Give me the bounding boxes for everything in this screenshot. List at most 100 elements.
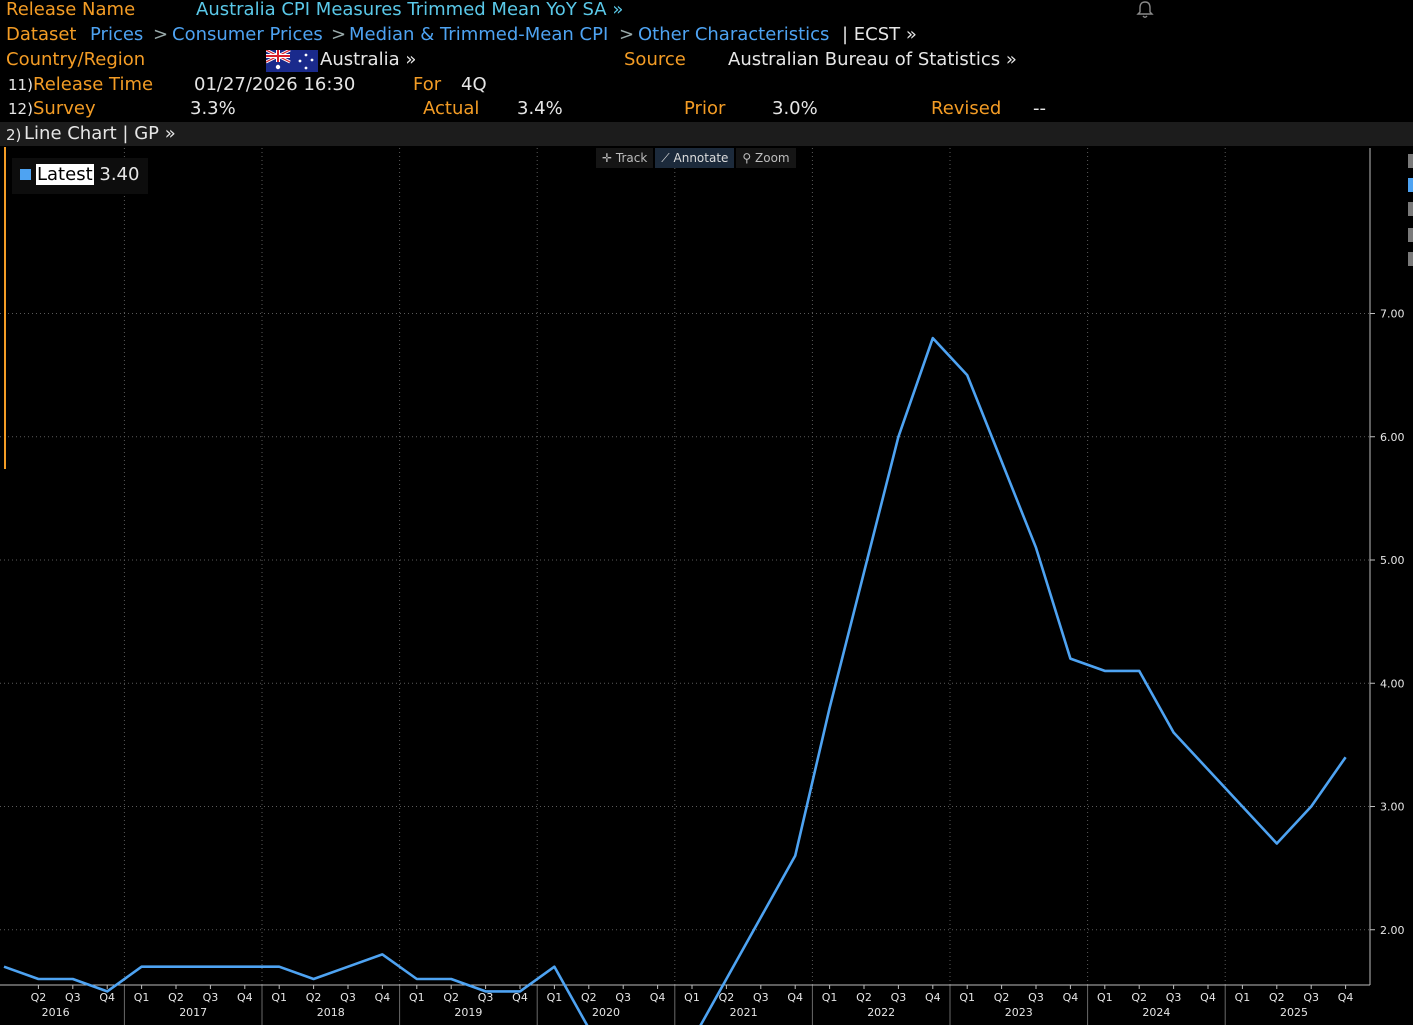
- data-point: [1342, 753, 1350, 761]
- dataset-label: Dataset: [6, 24, 77, 45]
- year-label: 2024: [1142, 1006, 1170, 1019]
- x-tick-label: Q1: [684, 991, 700, 1004]
- data-point: [103, 987, 111, 995]
- data-point: [34, 975, 42, 983]
- year-label: 2020: [592, 1006, 620, 1019]
- year-label: 2023: [1005, 1006, 1033, 1019]
- x-tick-label: Q2: [1269, 991, 1285, 1004]
- chart-axes: 1.002.003.004.005.006.007.00Q2Q3Q4Q1Q2Q3…: [0, 148, 1405, 1025]
- data-point: [550, 963, 558, 971]
- series-line-latest: [3, 336, 1347, 1025]
- zoom-label: Zoom: [755, 151, 790, 165]
- bell-icon[interactable]: [1135, 0, 1155, 20]
- x-tick-label: Q2: [581, 991, 597, 1004]
- prior-value: 3.0%: [772, 98, 818, 119]
- data-point: [413, 975, 421, 983]
- country-label: Country/Region: [6, 49, 146, 70]
- data-point: [0, 963, 8, 971]
- data-point: [1307, 803, 1315, 811]
- revised-label: Revised: [931, 98, 1002, 119]
- x-tick-label: Q3: [65, 991, 81, 1004]
- zoom-button[interactable]: ⚲ Zoom: [736, 148, 796, 168]
- x-tick-label: Q2: [856, 991, 872, 1004]
- data-point: [482, 987, 490, 995]
- data-point: [138, 963, 146, 971]
- dataset-path-median-trimmed[interactable]: Median & Trimmed-Mean CPI: [349, 24, 609, 45]
- data-point: [310, 975, 318, 983]
- release-time-value: 01/27/2026 16:30: [194, 74, 356, 95]
- dataset-path-other-characteristics[interactable]: Other Characteristics: [638, 24, 830, 45]
- line-chart[interactable]: 1.002.003.004.005.006.007.00Q2Q3Q4Q1Q2Q3…: [0, 146, 1413, 1025]
- chart-toolbar-bar: 2) Line Chart | GP »: [0, 122, 1413, 146]
- data-point: [516, 987, 524, 995]
- x-tick-label: Q1: [959, 991, 975, 1004]
- left-accent-bar: [4, 147, 6, 469]
- data-point: [1066, 655, 1074, 663]
- data-point: [1101, 667, 1109, 675]
- data-point: [860, 568, 868, 576]
- x-tick-label: Q1: [1097, 991, 1113, 1004]
- x-tick-label: Q3: [1028, 991, 1044, 1004]
- x-tick-label: Q4: [99, 991, 115, 1004]
- x-tick-label: Q4: [237, 991, 253, 1004]
- data-point: [963, 371, 971, 379]
- x-tick-label: Q2: [168, 991, 184, 1004]
- dataset-sep: >: [619, 24, 635, 45]
- chart-legend[interactable]: Latest 3.40: [12, 158, 148, 194]
- x-tick-label: Q4: [1338, 991, 1354, 1004]
- y-tick-label: 2.00: [1380, 924, 1405, 937]
- for-value: 4Q: [461, 74, 487, 95]
- x-tick-label: Q3: [478, 991, 494, 1004]
- data-point: [722, 975, 730, 983]
- chart-grid: [0, 148, 1370, 985]
- track-button[interactable]: ✛ Track: [596, 148, 654, 168]
- release-name-link[interactable]: Australia CPI Measures Trimmed Mean YoY …: [196, 0, 624, 20]
- year-label: 2018: [317, 1006, 345, 1019]
- x-tick-label: Q1: [1235, 991, 1251, 1004]
- dataset-row: Dataset Prices > Consumer Prices > Media…: [0, 23, 1413, 48]
- annotate-label: Annotate: [673, 151, 729, 165]
- dataset-path-prices[interactable]: Prices: [90, 24, 144, 45]
- y-tick-label: 5.00: [1380, 554, 1405, 567]
- dataset-suffix[interactable]: | ECST »: [842, 24, 917, 45]
- country-row: Country/Region Australia » Source Austra…: [0, 48, 1413, 73]
- data-point: [757, 913, 765, 921]
- x-tick-label: Q4: [1200, 991, 1216, 1004]
- release-name-label: Release Name: [6, 0, 136, 20]
- data-point: [1170, 729, 1178, 737]
- x-tick-label: Q4: [1063, 991, 1079, 1004]
- x-tick-label: Q2: [31, 991, 47, 1004]
- dataset-sep: >: [153, 24, 169, 45]
- track-label: Track: [615, 151, 648, 165]
- x-tick-label: Q3: [340, 991, 356, 1004]
- line-chart-menu[interactable]: Line Chart | GP »: [24, 123, 176, 144]
- pencil-icon: ⟋: [661, 151, 674, 165]
- x-tick-label: Q1: [134, 991, 150, 1004]
- actual-label: Actual: [423, 98, 480, 119]
- x-tick-label: Q4: [925, 991, 941, 1004]
- y-tick-label: 6.00: [1380, 431, 1405, 444]
- data-point: [378, 950, 386, 958]
- year-label: 2019: [454, 1006, 482, 1019]
- release-time-label[interactable]: Release Time: [33, 74, 154, 95]
- source-value[interactable]: Australian Bureau of Statistics »: [728, 49, 1017, 70]
- actual-value: 3.4%: [517, 98, 563, 119]
- data-point: [344, 963, 352, 971]
- x-tick-label: Q4: [650, 991, 666, 1004]
- annotate-button[interactable]: ⟋ Annotate: [655, 148, 735, 168]
- release-name-row: Release Name Australia CPI Measures Trim…: [0, 0, 1413, 23]
- legend-series-name: Latest: [36, 164, 94, 185]
- survey-value: 3.3%: [190, 98, 236, 119]
- release-time-row: 11) Release Time 01/27/2026 16:30 For 4Q: [0, 73, 1413, 98]
- x-tick-label: Q3: [1166, 991, 1182, 1004]
- australia-flag-icon: [266, 50, 318, 72]
- data-point: [275, 963, 283, 971]
- chart-tools: ✛ Track ⟋ Annotate ⚲ Zoom: [596, 148, 798, 168]
- y-tick-label: 3.00: [1380, 801, 1405, 814]
- dataset-path-consumer-prices[interactable]: Consumer Prices: [172, 24, 323, 45]
- survey-label[interactable]: Survey: [33, 98, 96, 119]
- x-tick-label: Q1: [271, 991, 287, 1004]
- country-value[interactable]: Australia »: [320, 49, 417, 70]
- data-point: [206, 963, 214, 971]
- x-tick-label: Q4: [787, 991, 803, 1004]
